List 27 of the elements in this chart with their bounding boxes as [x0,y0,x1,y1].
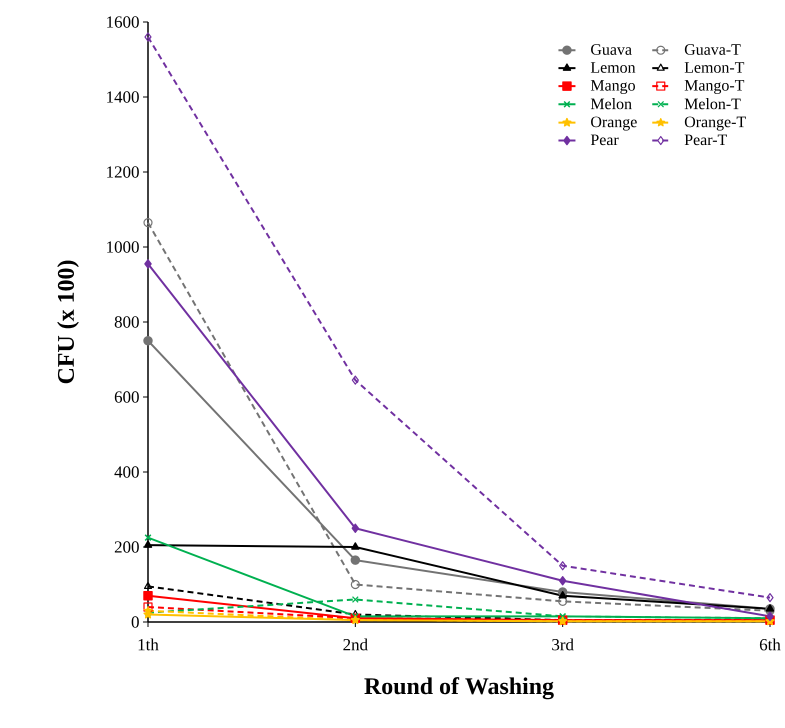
legend-label: Mango-T [684,80,744,94]
legend-label: Melon-T [684,98,741,110]
legend-label: Mango [590,80,635,94]
legend-label: Pear [590,134,619,146]
y-tick-label: 600 [114,391,139,403]
legend-label: Orange-T [684,116,746,131]
legend-label: Lemon [590,62,636,73]
y-tick-label: 1200 [107,166,139,178]
legend-label: Guava [591,44,632,55]
x-tick-label: 3rd [552,638,574,650]
y-tick-label: 0 [132,616,139,628]
legend-label: Orange [591,116,637,131]
legend-label: Lemon-T [684,62,744,73]
legend-label: Pear-T [684,134,727,146]
y-tick-label: 200 [114,541,139,553]
x-tick-label: 6th [760,638,781,650]
y-tick-label: 800 [114,316,139,328]
y-tick-label: 1400 [107,91,139,103]
y-tick-label: 1600 [107,16,139,28]
y-tick-label: 1000 [107,241,139,253]
legend-label: Guava-T [684,44,741,55]
legend-label: Melon [590,98,632,110]
y-tick-label: 400 [114,466,139,478]
x-tick-label: 1th [138,638,159,650]
x-axis-title: Round of Washing [364,677,554,700]
y-axis-title: CFU (x 100) [57,260,79,384]
x-tick-label: 2nd [343,638,368,650]
